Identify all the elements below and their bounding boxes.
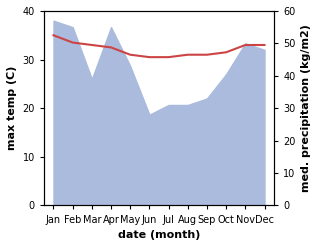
Y-axis label: med. precipitation (kg/m2): med. precipitation (kg/m2) <box>301 24 311 192</box>
X-axis label: date (month): date (month) <box>118 230 200 240</box>
Y-axis label: max temp (C): max temp (C) <box>7 66 17 150</box>
